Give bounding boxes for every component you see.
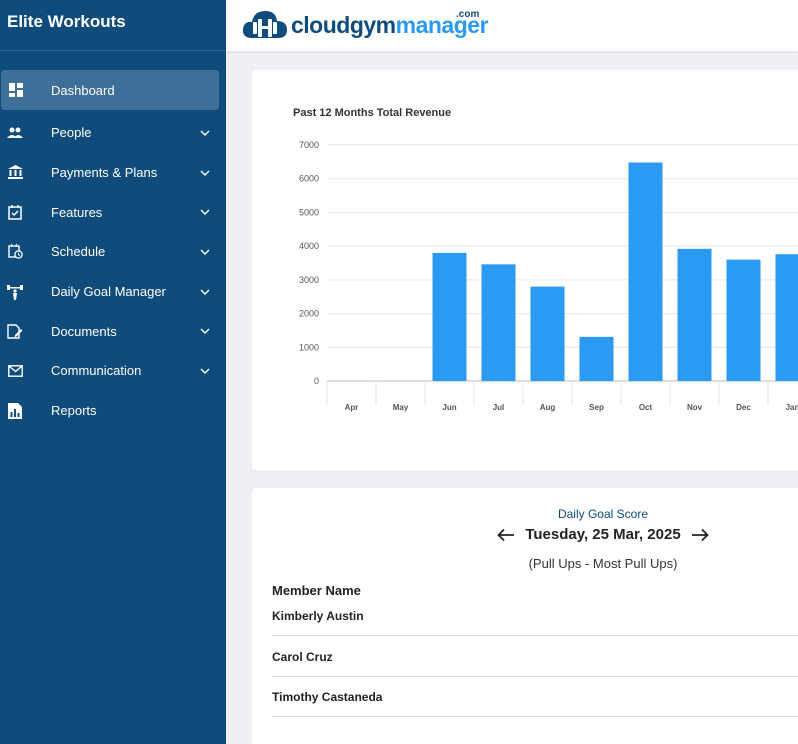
sidebar-item-dashboard[interactable]: Dashboard [1,70,219,110]
y-tick-label: 1000 [299,342,319,352]
bank-icon [7,165,23,181]
y-tick-label: 2000 [299,309,319,319]
x-tick-label: Apr [345,403,359,412]
sidebar-item-label: Dashboard [51,82,115,98]
cloud-dumbbell-icon [242,11,287,38]
goal-label: Daily Goal Score [557,507,649,521]
y-tick-label: 5000 [299,207,319,217]
x-tick-label: May [393,403,409,412]
chart-title: Past 12 Months Total Revenue [293,107,452,119]
goal-date: Tuesday, 25 Mar, 2025 [525,526,681,543]
sidebar-item-label: Schedule [51,244,106,260]
sidebar-item-schedule[interactable]: Schedule [0,232,226,272]
chevron-down-icon [200,130,210,136]
logo-part-manager: manager [395,11,489,38]
chart-bar [530,286,565,381]
chevron-down-icon [200,368,210,374]
y-tick-label: 0 [314,376,319,386]
sidebar-item-label: Daily Goal Manager [51,284,166,300]
sidebar-item-daily-goal-manager[interactable]: Daily Goal Manager [0,272,226,312]
sidebar-item-communication[interactable]: Communication [0,351,226,391]
x-tick-label: Jul [493,403,505,412]
x-tick-label: Sep [589,403,604,412]
chart-bar [628,162,663,381]
daily-goal-card: Daily Goal Score Tuesday, 25 Mar, 2025 (… [252,488,798,744]
chevron-down-icon [200,249,210,255]
chart-bar [726,259,761,381]
sidebar-nav: Dashboard People Payments & Plans Featur… [0,70,226,431]
sidebar-item-people[interactable]: People [0,113,226,153]
people-icon [7,125,23,141]
arrow-left-icon[interactable] [497,528,515,542]
sidebar-item-label: People [51,125,92,141]
x-tick-label: Oct [639,403,653,412]
brand-title: Elite Workouts [0,0,226,51]
y-tick-label: 4000 [299,241,319,251]
schedule-icon [7,244,23,260]
goal-subtitle: (Pull Ups - Most Pull Ups) [528,556,678,571]
sidebar-item-label: Payments & Plans [51,165,158,181]
member-row: Carol Cruz [272,637,798,677]
chevron-down-icon [200,328,210,335]
sidebar-item-label: Documents [51,323,117,339]
cloudgymmanager-logo[interactable]: cloudgymmanager .com [242,7,489,43]
x-tick-label: Jun [442,403,456,412]
member-row: Timothy Castaneda [272,677,798,717]
logo-part-gym: gym [349,11,396,38]
member-row: Kimberly Austin [272,596,798,636]
chart-bar [775,254,798,381]
dashboard-icon [8,82,24,98]
top-header: cloudgymmanager .com [226,0,798,51]
sidebar-item-payments[interactable]: Payments & Plans [0,153,226,193]
x-tick-label: Nov [687,403,703,412]
chart-bar [432,252,467,381]
logo-wordmark: cloudgymmanager [291,11,489,39]
chart-bar [677,248,712,381]
goal-date-row: Tuesday, 25 Mar, 2025 [252,526,798,543]
sidebar-item-label: Reports [51,403,97,419]
y-tick-label: 6000 [299,174,319,184]
sidebar-item-label: Features [51,204,103,220]
logo-com: .com [456,9,480,20]
chart-bar [481,264,516,381]
y-tick-label: 7000 [299,140,319,150]
document-icon [7,323,23,339]
chevron-down-icon [200,170,210,176]
y-tick-label: 3000 [299,275,319,285]
x-tick-label: Dec [736,403,751,412]
chevron-down-icon [200,289,210,295]
sidebar-item-label: Communication [51,363,142,379]
reports-icon [7,402,23,419]
x-tick-label: Aug [540,403,556,412]
sidebar-item-reports[interactable]: Reports [0,391,226,431]
chevron-down-icon [200,209,210,216]
arrow-right-icon[interactable] [691,528,709,542]
dumbbell-icon [7,284,23,300]
revenue-card: Past 12 Months Total Revenue 0 1000 2000 30… [252,70,798,470]
sidebar-item-features[interactable]: Features [0,192,226,232]
chart-bar [579,336,614,381]
sidebar: Elite Workouts Dashboard People Payments… [0,0,226,744]
mail-icon [7,363,23,379]
calendar-check-icon [7,204,23,220]
revenue-chart: 0 1000 2000 3000 4000 5000 6000 7000 Apr May Jun Ju… [299,140,798,412]
x-tick-label: Jan [786,403,798,412]
sidebar-item-documents[interactable]: Documents [0,311,226,351]
logo-part-cloud: cloud [291,11,350,38]
member-name-header: Member Name [272,583,361,598]
